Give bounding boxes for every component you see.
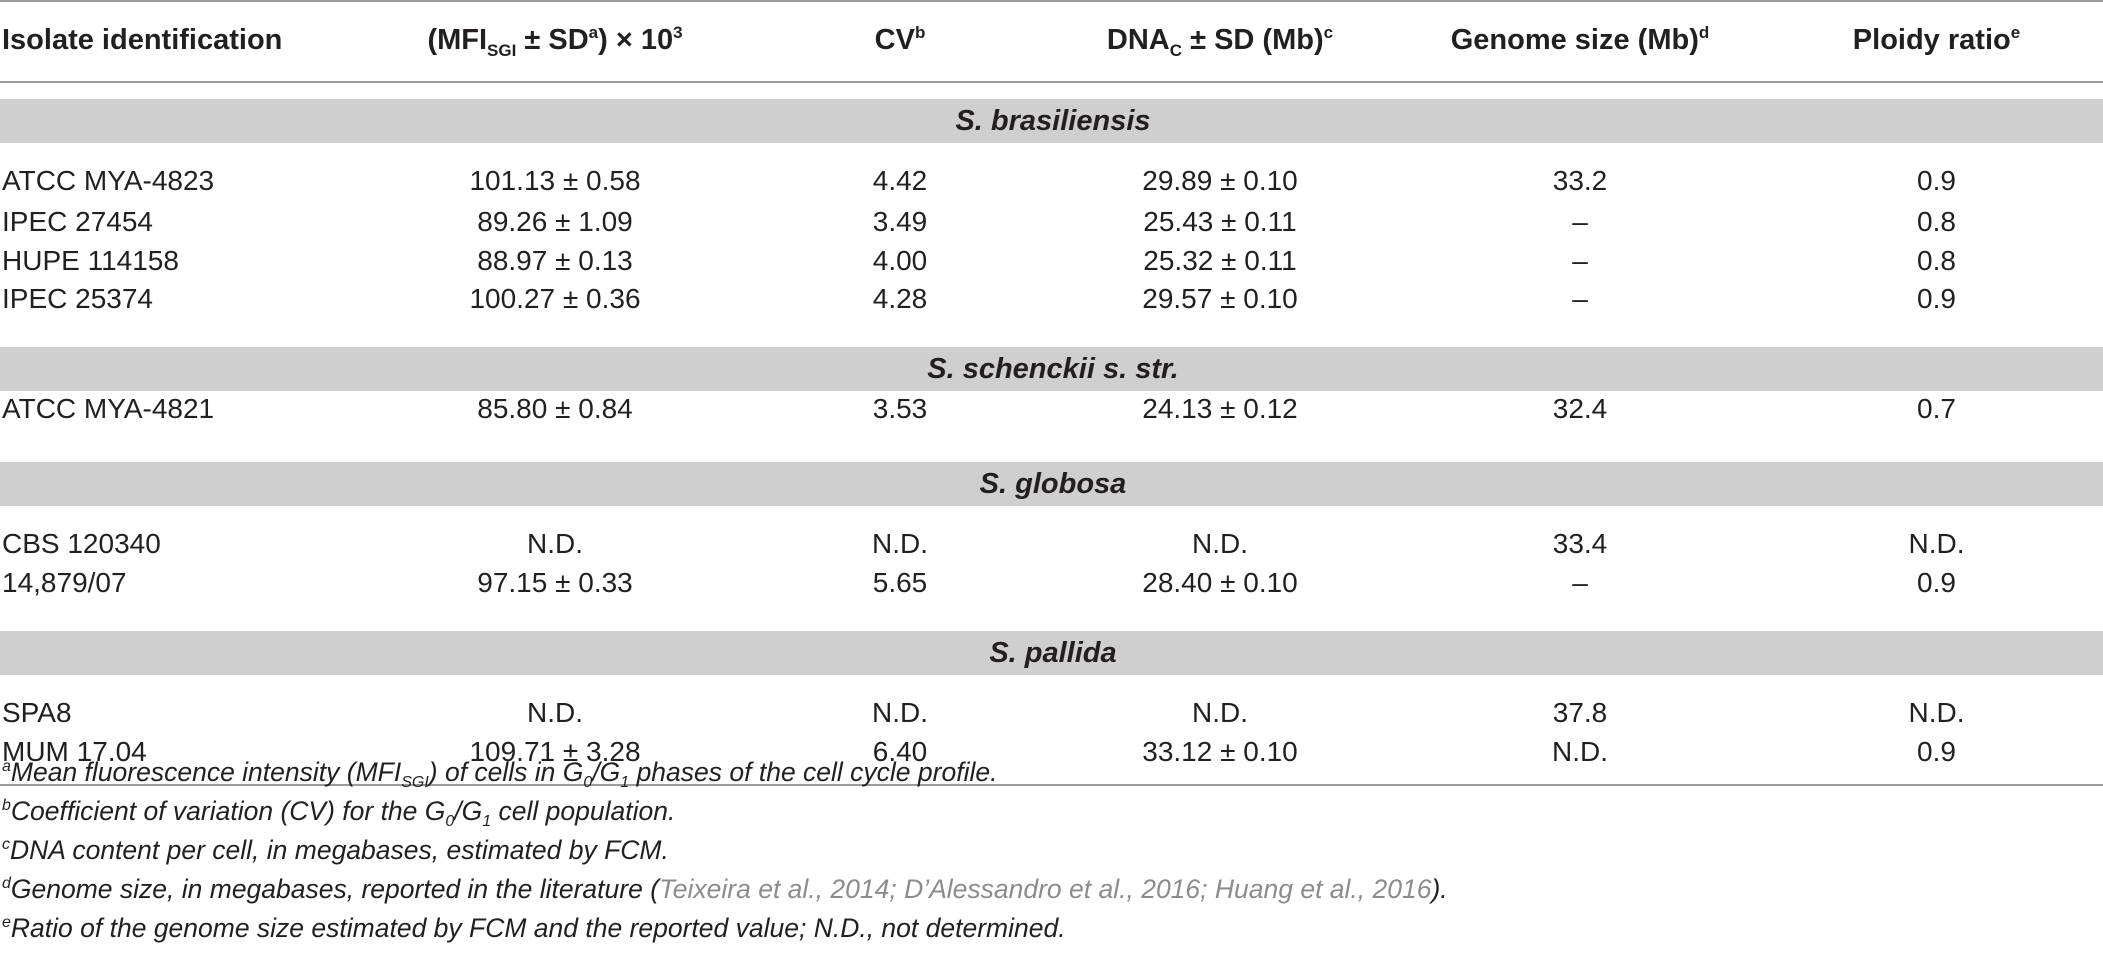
cell-cv: 3.49 [872, 205, 928, 237]
cell-mfi: 88.97 ± 0.13 [477, 245, 633, 277]
col-header-mfi: (MFISGI ± SDa) × 103 [360, 0, 750, 83]
cell-isolate: MUM 17.04 [0, 734, 360, 786]
table-row: IPEC 25374 100.27 ± 0.36 4.28 29.57 ± 0.10 –… [0, 281, 2103, 331]
cell-mfi: 101.13 ± 0.58 [469, 165, 641, 196]
group-spacer [0, 82, 2103, 99]
cell-mfi: N.D. [527, 528, 583, 559]
group-spacer [0, 615, 2103, 631]
species-group-row: S. globosa [0, 462, 2103, 506]
cell-dna: 25.32 ± 0.11 [1143, 245, 1297, 277]
ploidy-table: Isolate identification (MFISGI ± SDa) × … [0, 0, 2103, 786]
species-name: S. pallida [0, 631, 2103, 675]
cell-isolate: 14,879/07 [2, 567, 127, 598]
cell-mfi: 109.71 ± 3.28 [360, 734, 750, 786]
cell-mfi: 85.80 ± 0.84 [477, 393, 633, 424]
group-spacer [0, 446, 2103, 462]
footnotes: aMean fluorescence intensity (MFISGI) of… [2, 753, 1448, 948]
cell-isolate: IPEC 27454 [2, 205, 153, 237]
species-name: S. globosa [0, 462, 2103, 506]
cell-ploidy: 0.9 [1917, 567, 1956, 598]
footnote-c: cDNA content per cell, in megabases, est… [2, 835, 669, 865]
footnote-e: eRatio of the genome size estimated by F… [2, 913, 1066, 943]
table-header: Isolate identification (MFISGI ± SDa) × … [0, 0, 2103, 83]
cell-dna: 28.40 ± 0.10 [1142, 567, 1298, 598]
cell-isolate: ATCC MYA-4821 [2, 393, 215, 424]
col-header-isolate: Isolate identification [0, 0, 360, 83]
table-row: ATCC MYA-4823 101.13 ± 0.58 4.42 29.89 ± 0.… [0, 143, 2103, 202]
cell-ploidy: 0.8 [1917, 245, 1956, 277]
table-row: ATCC MYA-4821 85.80 ± 0.84 3.53 24.13 ± 0.1… [0, 391, 2103, 446]
cell-dna: 29.57 ± 0.10 [1142, 283, 1298, 314]
species-group-row: S. pallida [0, 631, 2103, 675]
table-row: IPEC 27454 89.26 ± 1.09 3.49 25.43 ± 0.11 – 0… [0, 202, 2103, 242]
cell-genome: 33.4 [1552, 528, 1608, 559]
cell-isolate: IPEC 25374 [2, 283, 153, 314]
literature-citation-link[interactable]: Teixeira et al., 2014; D’Alessandro et a… [659, 874, 1432, 904]
cell-dna: 24.13 ± 0.12 [1142, 393, 1298, 424]
cell-dna: N.D. [1192, 528, 1248, 559]
cell-isolate: CBS 120340 [2, 528, 161, 559]
footnote-b: bCoefficient of variation (CV) for the G… [2, 796, 676, 830]
cell-ploidy: 0.9 [1917, 165, 1956, 196]
col-header-ploidy: Ploidy ratioe [1770, 0, 2103, 83]
cell-genome: – [1572, 283, 1588, 314]
cell-genome: N.D. [1390, 734, 1770, 786]
cell-isolate: ATCC MYA-4823 [2, 165, 215, 196]
cell-mfi: 89.26 ± 1.09 [477, 205, 633, 237]
cell-genome: 33.2 [1552, 165, 1608, 196]
col-header-cv: CVb [750, 0, 1050, 83]
cell-ploidy: 0.7 [1917, 393, 1956, 424]
cell-ploidy: 0.9 [1770, 734, 2103, 786]
footnote-a: aMean fluorescence intensity (MFISGI) of… [2, 757, 998, 791]
cell-genome: 32.4 [1552, 393, 1608, 424]
cell-cv: 4.28 [872, 283, 928, 314]
cell-ploidy: N.D. [1908, 528, 1965, 559]
table-row: MUM 17.04 109.71 ± 3.28 6.40 33.12 ± 0.10 N.… [0, 734, 2103, 786]
footnote-d: dGenome size, in megabases, reported in … [2, 874, 1448, 904]
species-name: S. schenckii s. str. [0, 347, 2103, 391]
cell-dna: 33.12 ± 0.10 [1050, 734, 1390, 786]
cell-ploidy: 0.8 [1917, 205, 1956, 237]
table-row: 14,879/07 97.15 ± 0.33 5.65 28.40 ± 0.10 – 0.… [0, 565, 2103, 615]
col-header-genome: Genome size (Mb)d [1390, 0, 1770, 83]
cell-ploidy: 0.9 [1917, 283, 1956, 314]
cell-cv: N.D. [872, 528, 928, 559]
cell-genome: – [1572, 567, 1588, 598]
cell-dna: 29.89 ± 0.10 [1142, 165, 1298, 196]
species-group-row: S. schenckii s. str. [0, 347, 2103, 391]
cell-mfi: N.D. [527, 697, 583, 728]
table-row: CBS 120340 N.D. N.D. N.D. 33.4 N.D. [0, 506, 2103, 565]
cell-genome: – [1572, 205, 1588, 237]
cell-cv: 5.65 [872, 567, 928, 598]
cell-mfi: 100.27 ± 0.36 [469, 283, 641, 314]
cell-mfi: 97.15 ± 0.33 [477, 567, 633, 598]
data-table-container: Isolate identification (MFISGI ± SDa) × … [0, 0, 2103, 786]
cell-isolate: HUPE 114158 [2, 245, 179, 277]
cell-isolate: SPA8 [2, 697, 72, 728]
species-group-row: S. brasiliensis [0, 99, 2103, 143]
col-header-dna: DNAC ± SD (Mb)c [1050, 0, 1390, 83]
cell-genome: – [1572, 245, 1588, 277]
cell-dna: 25.43 ± 0.11 [1143, 205, 1297, 237]
table-body: S. brasiliensis ATCC MYA-4823 101.13 ± 0.5… [0, 82, 2103, 786]
cell-cv: 6.40 [750, 734, 1050, 786]
group-spacer [0, 331, 2103, 347]
cell-genome: 37.8 [1552, 697, 1608, 728]
cell-cv: 4.00 [872, 245, 928, 277]
cell-cv: 4.42 [872, 165, 928, 196]
cell-dna: N.D. [1192, 697, 1248, 728]
table-row: HUPE 114158 88.97 ± 0.13 4.00 25.32 ± 0.11 –… [0, 242, 2103, 282]
cell-cv: N.D. [872, 697, 928, 728]
table-row: SPA8 N.D. N.D. N.D. 37.8 N.D. [0, 675, 2103, 734]
species-name: S. brasiliensis [0, 99, 2103, 143]
cell-ploidy: N.D. [1908, 697, 1965, 728]
cell-cv: 3.53 [872, 393, 928, 424]
